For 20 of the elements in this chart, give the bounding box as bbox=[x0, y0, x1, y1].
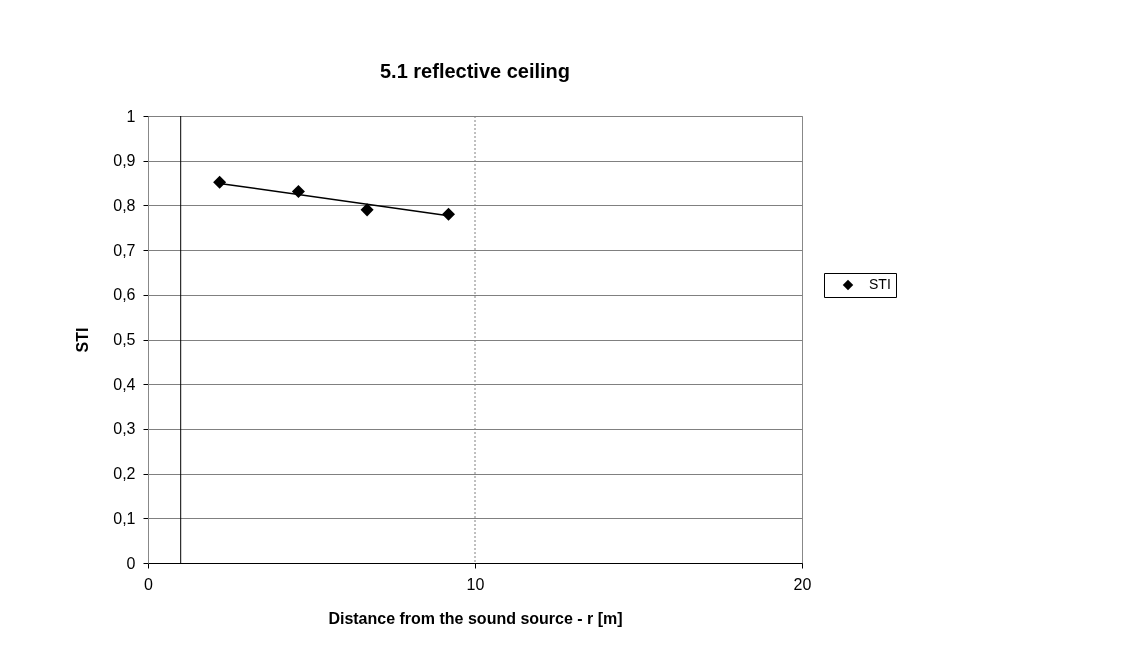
x-axis-title: Distance from the sound source - r [m] bbox=[328, 609, 623, 627]
y-tick-label: 0,1 bbox=[113, 509, 136, 527]
y-tick-label: 0,5 bbox=[113, 331, 136, 348]
x-tick-label: 20 bbox=[793, 575, 812, 593]
legend-label: STI bbox=[869, 276, 891, 292]
y-tick-label: 0,8 bbox=[113, 196, 136, 214]
y-tick-label: 0,6 bbox=[113, 286, 136, 304]
y-tick-label: 0,9 bbox=[113, 152, 136, 170]
chart-title: 5.1 reflective ceiling bbox=[379, 60, 571, 82]
y-tick-label: 0,3 bbox=[113, 420, 136, 438]
y-tick-label: 0,4 bbox=[113, 375, 136, 393]
y-tick-label: 0 bbox=[126, 554, 136, 572]
y-tick-label: 0,7 bbox=[113, 241, 136, 259]
y-tick-label: 0,2 bbox=[113, 465, 136, 483]
x-tick-label: 0 bbox=[144, 575, 154, 593]
x-tick-label: 10 bbox=[466, 575, 485, 593]
y-tick-label: 1 bbox=[126, 107, 136, 125]
y-axis-title: STI bbox=[74, 327, 92, 353]
point bbox=[360, 203, 374, 217]
point bbox=[213, 175, 227, 189]
